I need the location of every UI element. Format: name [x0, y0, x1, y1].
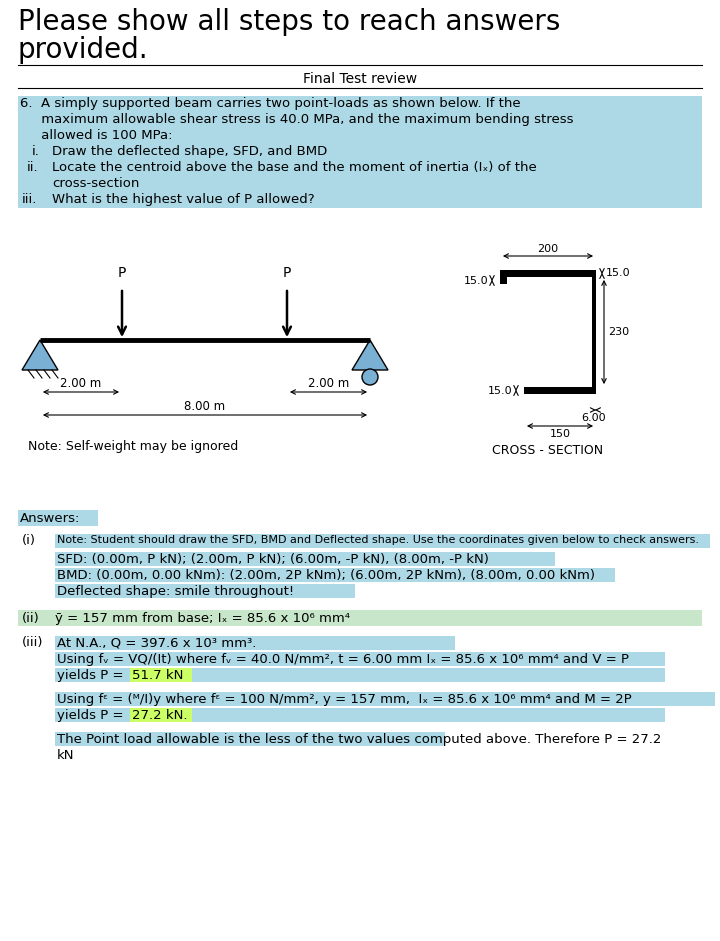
Text: ȳ = 157 mm from base; Iₓ = 85.6 x 10⁶ mm⁴: ȳ = 157 mm from base; Iₓ = 85.6 x 10⁶ mm…	[55, 612, 350, 625]
Text: 200: 200	[537, 244, 559, 254]
Bar	[55, 732, 445, 746]
Text: 6.00: 6.00	[582, 413, 606, 423]
Text: iii.: iii.	[22, 193, 37, 206]
Bar	[55, 652, 665, 666]
Text: Note: Self-weight may be ignored: Note: Self-weight may be ignored	[28, 440, 238, 453]
Text: 2.00 m: 2.00 m	[60, 377, 102, 390]
Bar	[18, 144, 702, 160]
Text: The Point load allowable is the less of the two values computed above. Therefore: The Point load allowable is the less of …	[57, 733, 662, 746]
Text: Please show all steps to reach answers: Please show all steps to reach answers	[18, 8, 560, 36]
Polygon shape	[22, 340, 58, 370]
Text: 15.0: 15.0	[464, 276, 488, 285]
Bar	[55, 708, 665, 722]
Text: Final Test review: Final Test review	[303, 72, 417, 86]
Text: Note: Student should draw the SFD, BMD and Deflected shape. Use the coordinates : Note: Student should draw the SFD, BMD a…	[57, 535, 699, 545]
Text: 230: 230	[608, 327, 629, 337]
Bar	[55, 636, 455, 650]
Bar	[18, 128, 702, 144]
Bar	[55, 534, 710, 548]
Bar	[18, 176, 702, 192]
Bar	[18, 192, 702, 208]
Text: kN: kN	[57, 749, 74, 762]
Bar	[55, 692, 715, 706]
Text: At N.A., Q = 397.6 x 10³ mm³.: At N.A., Q = 397.6 x 10³ mm³.	[57, 637, 256, 650]
Bar	[55, 584, 355, 598]
Text: allowed is 100 MPa:: allowed is 100 MPa:	[20, 129, 173, 142]
Bar	[130, 668, 192, 682]
Bar	[18, 510, 98, 526]
Bar	[130, 708, 192, 722]
Text: maximum allowable shear stress is 40.0 MPa, and the maximum bending stress: maximum allowable shear stress is 40.0 M…	[20, 113, 574, 126]
Text: SFD: (0.00m, P kN); (2.00m, P kN); (6.00m, -P kN), (8.00m, -P kN): SFD: (0.00m, P kN); (2.00m, P kN); (6.00…	[57, 553, 489, 566]
Text: cross-section: cross-section	[52, 177, 140, 190]
Bar	[18, 96, 702, 112]
Polygon shape	[352, 340, 388, 370]
Text: 27.2 kN.: 27.2 kN.	[132, 709, 187, 722]
Text: Locate the centroid above the base and the moment of inertia (Iₓ) of the: Locate the centroid above the base and t…	[52, 161, 536, 174]
Text: 2.00 m: 2.00 m	[308, 377, 349, 390]
Bar	[18, 160, 702, 176]
Text: Using fᵥ = VQ/(It) where fᵥ = 40.0 N/mm², t = 6.00 mm Iₓ = 85.6 x 10⁶ mm⁴ and V : Using fᵥ = VQ/(It) where fᵥ = 40.0 N/mm²…	[57, 653, 629, 666]
Text: CROSS - SECTION: CROSS - SECTION	[492, 444, 603, 457]
Bar	[500, 270, 596, 277]
Text: What is the highest value of P allowed?: What is the highest value of P allowed?	[52, 193, 315, 206]
Text: 15.0: 15.0	[606, 268, 631, 279]
Text: yields P =: yields P =	[57, 709, 127, 722]
Text: (ii): (ii)	[22, 612, 40, 625]
Text: Draw the deflected shape, SFD, and BMD: Draw the deflected shape, SFD, and BMD	[52, 145, 328, 158]
Bar	[500, 277, 507, 284]
Text: ii.: ii.	[27, 161, 39, 174]
Bar	[592, 277, 596, 387]
Text: yields P =: yields P =	[57, 669, 127, 682]
Bar	[524, 387, 596, 394]
Text: P: P	[283, 266, 291, 280]
Bar	[55, 668, 665, 682]
Text: BMD: (0.00m, 0.00 kNm): (2.00m, 2P kNm); (6.00m, 2P kNm), (8.00m, 0.00 kNm): BMD: (0.00m, 0.00 kNm): (2.00m, 2P kNm);…	[57, 569, 595, 582]
Text: Answers:: Answers:	[20, 512, 81, 525]
Text: 8.00 m: 8.00 m	[184, 400, 225, 413]
Text: 6.  A simply supported beam carries two point-loads as shown below. If the: 6. A simply supported beam carries two p…	[20, 97, 521, 110]
Text: 51.7 kN: 51.7 kN	[132, 669, 184, 682]
Text: (iii): (iii)	[22, 636, 43, 649]
Bar	[18, 112, 702, 128]
Text: i.: i.	[32, 145, 40, 158]
Bar	[18, 610, 702, 626]
Bar	[524, 387, 531, 394]
Text: (i): (i)	[22, 534, 36, 547]
Bar	[55, 552, 555, 566]
Bar	[55, 568, 615, 582]
Text: 150: 150	[549, 429, 570, 439]
Text: 15.0: 15.0	[487, 386, 512, 395]
Text: P: P	[118, 266, 126, 280]
Circle shape	[362, 369, 378, 385]
Text: provided.: provided.	[18, 36, 148, 64]
Text: Deflected shape: smile throughout!: Deflected shape: smile throughout!	[57, 585, 294, 598]
Text: Using fᵋ = (ᴹ/I)y where fᵋ = 100 N/mm², y = 157 mm,  Iₓ = 85.6 x 10⁶ mm⁴ and M =: Using fᵋ = (ᴹ/I)y where fᵋ = 100 N/mm², …	[57, 693, 631, 706]
